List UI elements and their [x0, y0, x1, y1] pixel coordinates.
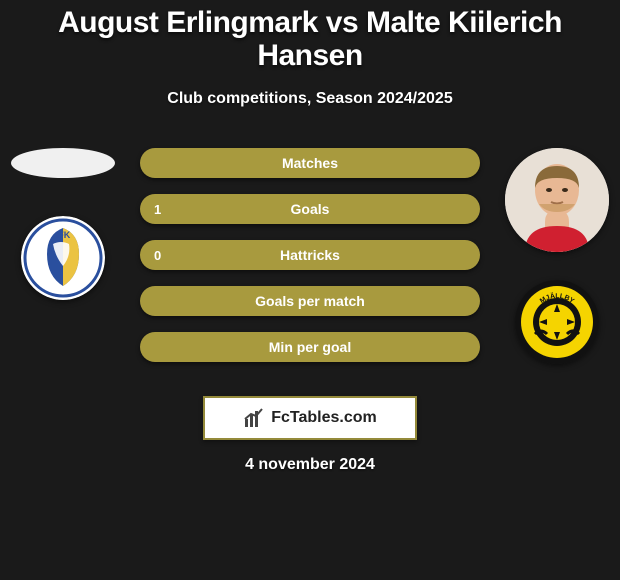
- stat-bar: Min per goal: [140, 332, 480, 362]
- player-photo-icon: [505, 148, 609, 252]
- player-right-avatar: [505, 148, 609, 252]
- stat-bar: 1 Goals: [140, 194, 480, 224]
- stat-label: Goals per match: [255, 293, 365, 309]
- player-right-column: MJÄLLBY: [502, 148, 612, 364]
- stat-label: Matches: [282, 155, 338, 171]
- stat-left-value: 1: [154, 202, 161, 217]
- stat-bar: Goals per match: [140, 286, 480, 316]
- content-area: IFK: [0, 148, 620, 378]
- player-left-avatar-placeholder: [11, 148, 115, 178]
- ifk-crest-icon: IFK: [21, 216, 105, 300]
- stat-bar: 0 Hattricks: [140, 240, 480, 270]
- club-left-badge: IFK: [21, 216, 105, 300]
- date-text: 4 november 2024: [0, 456, 620, 474]
- bar-chart-icon: [243, 407, 265, 429]
- stat-left-value: 0: [154, 248, 161, 263]
- stat-label: Goals: [291, 201, 330, 217]
- stat-label: Hattricks: [280, 247, 340, 263]
- comparison-card: August Erlingmark vs Malte Kiilerich Han…: [0, 0, 620, 440]
- player-left-column: IFK: [8, 148, 118, 300]
- subtitle: Club competitions, Season 2024/2025: [0, 90, 620, 108]
- stat-label: Min per goal: [269, 339, 351, 355]
- club-right-badge: MJÄLLBY: [515, 280, 599, 364]
- brand-box[interactable]: FcTables.com: [203, 396, 417, 440]
- mjallby-crest-icon: MJÄLLBY: [515, 280, 599, 364]
- svg-text:IFK: IFK: [56, 230, 71, 240]
- stat-bar: Matches: [140, 148, 480, 178]
- stat-bars: Matches 1 Goals 0 Hattricks Goals per match Mi…: [140, 148, 480, 362]
- brand-text: FcTables.com: [271, 409, 377, 427]
- page-title: August Erlingmark vs Malte Kiilerich Han…: [0, 6, 620, 72]
